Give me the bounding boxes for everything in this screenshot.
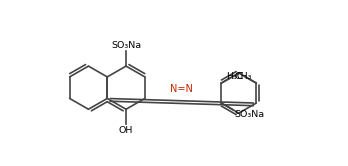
Text: SO₃Na: SO₃Na — [234, 110, 264, 119]
Text: H₃C: H₃C — [226, 72, 243, 81]
Text: CH₃: CH₃ — [234, 72, 252, 81]
Text: N=N: N=N — [170, 84, 193, 94]
Text: SO₃Na: SO₃Na — [112, 41, 142, 50]
Text: OH: OH — [119, 126, 133, 135]
